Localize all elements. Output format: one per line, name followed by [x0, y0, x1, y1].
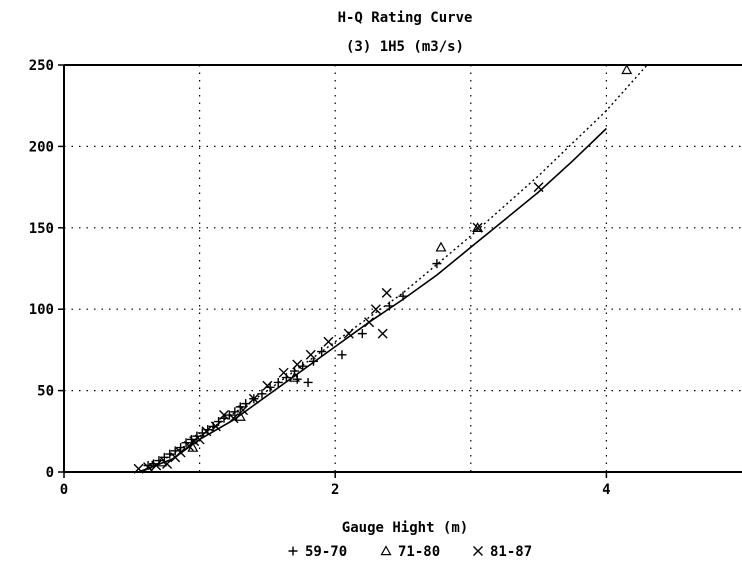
- data-point-plus: [357, 329, 367, 339]
- data-markers: [133, 64, 633, 474]
- data-point-cross: [219, 410, 230, 421]
- data-point-triangle: [472, 222, 484, 232]
- data-point-cross: [143, 462, 154, 473]
- y-tick-label: 250: [29, 58, 54, 74]
- data-point-plus: [176, 443, 186, 453]
- data-point-cross: [151, 460, 162, 471]
- data-point-cross: [381, 287, 392, 298]
- y-tick-label: 0: [46, 465, 54, 481]
- data-point-triangle: [289, 371, 301, 382]
- fit-curve-solid: [138, 127, 607, 473]
- data-point-plus: [143, 460, 153, 470]
- legend-marker-plus: [288, 546, 298, 556]
- tick-labels: 0 50 100 150 200 250 0 2 4: [29, 58, 611, 498]
- legend-label: 71-80: [398, 544, 440, 560]
- data-point-cross: [364, 317, 375, 328]
- x-tick-label: 2: [331, 482, 339, 498]
- legend-label: 59-70: [305, 544, 347, 560]
- data-point-plus: [265, 382, 275, 392]
- y-tick-label: 200: [29, 139, 54, 155]
- data-point-cross: [533, 182, 544, 193]
- data-point-plus: [230, 407, 240, 417]
- data-point-cross: [237, 405, 248, 416]
- data-point-cross: [194, 434, 205, 445]
- y-tick-label: 100: [29, 302, 54, 318]
- data-point-cross: [370, 304, 381, 315]
- chart-subtitle: (3) 1H5 (m3/s): [346, 39, 464, 55]
- data-point-plus: [257, 389, 267, 399]
- data-point-cross: [292, 359, 303, 370]
- y-tick-label: 50: [37, 384, 54, 400]
- data-point-cross: [278, 367, 289, 378]
- data-point-cross: [377, 328, 388, 339]
- x-tick-label: 0: [60, 482, 68, 498]
- data-point-cross: [305, 349, 316, 360]
- legend-label: 81-87: [490, 544, 532, 560]
- data-point-triangle: [234, 410, 246, 421]
- data-point-plus: [398, 291, 408, 301]
- data-point-plus: [337, 350, 347, 360]
- data-point-cross: [262, 380, 273, 391]
- data-point-plus: [432, 259, 442, 269]
- y-tick-label: 150: [29, 221, 54, 237]
- data-point-cross: [189, 436, 200, 447]
- data-point-plus: [303, 377, 313, 387]
- legend: 59-70 71-80 81-87: [288, 544, 532, 560]
- data-point-cross: [175, 447, 186, 458]
- legend-marker-triangle: [380, 545, 392, 556]
- data-point-cross: [210, 421, 221, 432]
- data-point-cross: [343, 328, 354, 339]
- data-point-triangle: [435, 241, 447, 252]
- data-point-cross: [472, 222, 483, 233]
- legend-marker-cross: [473, 546, 483, 556]
- fit-curve-dotted: [145, 64, 648, 473]
- fit-curves: [138, 64, 648, 473]
- data-point-cross: [228, 413, 239, 424]
- x-axis-label: Gauge Hight (m): [342, 520, 468, 536]
- data-point-triangle: [621, 64, 633, 75]
- grid-lines: [64, 65, 742, 472]
- chart-title: H-Q Rating Curve: [338, 10, 473, 26]
- data-point-cross: [323, 336, 334, 347]
- data-point-plus: [292, 374, 302, 384]
- data-point-cross: [248, 393, 259, 404]
- data-point-plus: [317, 347, 327, 357]
- data-point-plus: [273, 377, 283, 387]
- axes: [58, 64, 742, 478]
- data-point-plus: [384, 301, 394, 311]
- x-tick-label: 4: [602, 482, 610, 498]
- data-point-cross: [201, 426, 212, 437]
- data-point-cross: [162, 458, 173, 469]
